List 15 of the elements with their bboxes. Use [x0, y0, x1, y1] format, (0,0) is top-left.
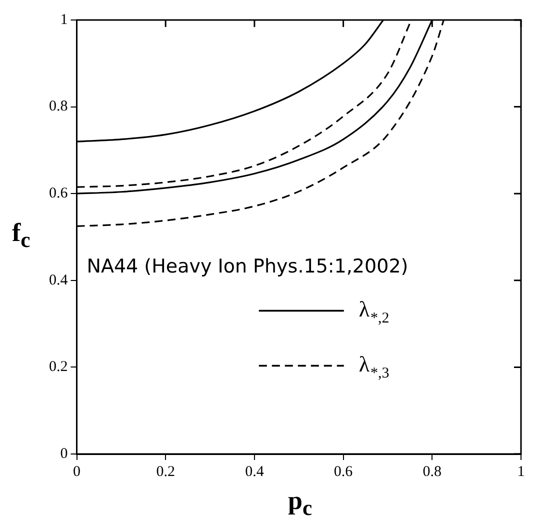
x-tick-label: 0.4 — [245, 464, 264, 480]
y-tick-label: 0.4 — [49, 272, 68, 288]
x-tick-label: 0.2 — [156, 464, 175, 480]
annotation: NA44 (Heavy Ion Phys.15:1,2002) — [86, 255, 408, 278]
y-tick-label: 0 — [60, 446, 68, 462]
y-tick-label: 0.6 — [49, 186, 68, 202]
x-tick-label: 0 — [73, 464, 80, 480]
x-tick-label: 1 — [517, 464, 525, 480]
y-tick-label: 0.2 — [49, 359, 68, 376]
x-axis-title: p$_{c}$ — [288, 486, 312, 522]
y-tick-label: 1 — [60, 12, 68, 28]
y-axis-title: f$_{c}$ — [12, 218, 30, 254]
x-tick-label: 0.8 — [422, 464, 442, 480]
x-tick-label: 0.6 — [334, 464, 354, 480]
y-tick-label: 0.8 — [49, 98, 68, 115]
